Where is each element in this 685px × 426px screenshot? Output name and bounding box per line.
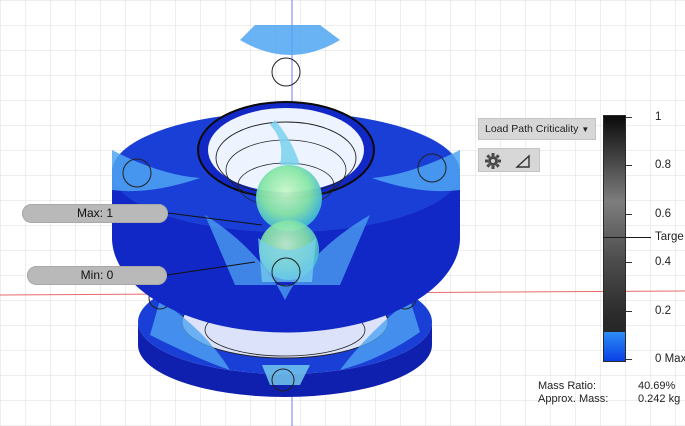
approx-mass-label: Approx. Mass: bbox=[538, 393, 609, 405]
legend-tick-mark bbox=[626, 310, 632, 312]
mass-ratio-value: 40.69% bbox=[638, 380, 676, 392]
legend-tick-mark bbox=[626, 359, 632, 360]
legend-tick-mark bbox=[626, 262, 632, 264]
upper-disc bbox=[112, 25, 461, 333]
min-leader-line bbox=[166, 261, 256, 276]
target-label: Targe bbox=[655, 231, 684, 243]
result-type-label: Load Path Criticality bbox=[485, 123, 579, 135]
result-type-dropdown[interactable]: Load Path Criticality ▼ bbox=[478, 118, 596, 140]
legend-level-fill bbox=[604, 331, 625, 361]
chevron-down-icon: ▼ bbox=[581, 125, 590, 134]
legend-tick-label: 0.2 bbox=[655, 304, 671, 317]
legend-tick-label: 0.6 bbox=[655, 207, 671, 220]
legend-tick-label: 1 bbox=[655, 111, 662, 123]
legend-tick-label: 0 Max bbox=[655, 353, 685, 365]
min-probe-label[interactable]: Min: 0 bbox=[27, 266, 167, 285]
target-marker[interactable] bbox=[603, 237, 651, 238]
legend-tick-mark bbox=[626, 165, 632, 167]
triangle-icon bbox=[515, 154, 530, 168]
max-probe-label[interactable]: Max: 1 bbox=[22, 204, 168, 223]
display-options-button[interactable] bbox=[513, 151, 533, 171]
legend-toolbar bbox=[478, 148, 540, 172]
settings-button[interactable] bbox=[483, 151, 503, 171]
legend-tick-label: 0.4 bbox=[655, 256, 671, 269]
legend-tick-label: 0.8 bbox=[655, 159, 671, 172]
gear-icon bbox=[485, 153, 501, 169]
max-leader-line bbox=[167, 212, 263, 226]
legend-tick-mark bbox=[626, 213, 632, 215]
legend-tick-mark bbox=[626, 117, 632, 118]
mass-ratio-label: Mass Ratio: bbox=[538, 380, 597, 392]
approx-mass-value: 0.242 kg bbox=[638, 393, 681, 405]
legend-color-bar[interactable] bbox=[603, 115, 626, 362]
